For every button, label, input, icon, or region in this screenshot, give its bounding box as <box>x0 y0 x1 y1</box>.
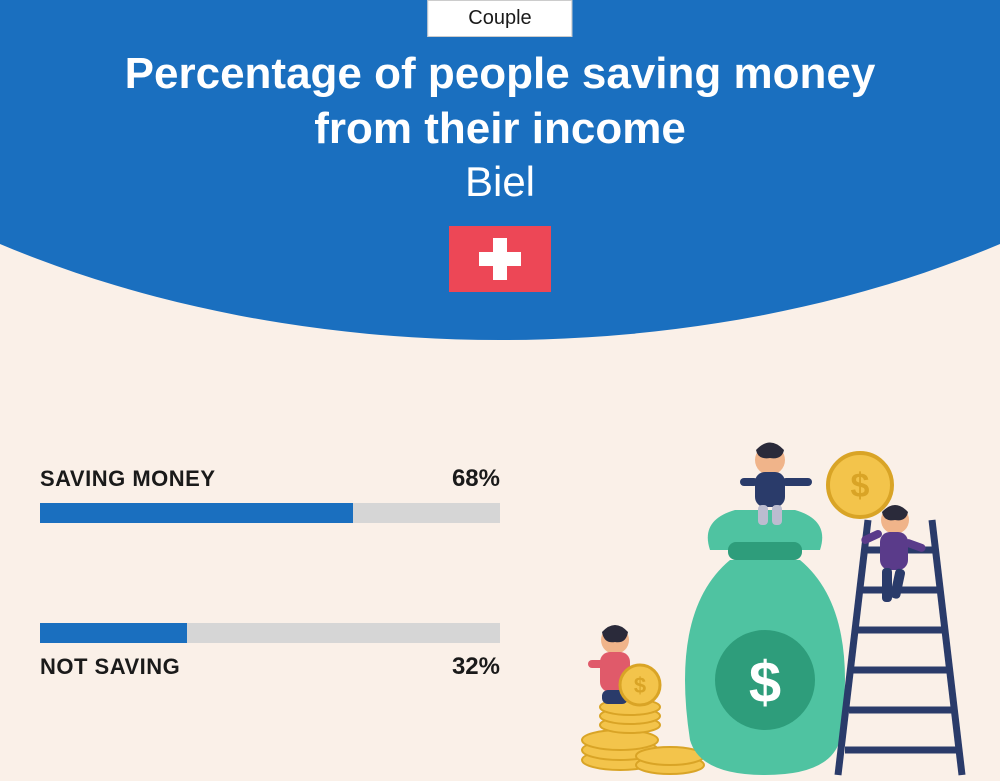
money-bag-icon: $ <box>685 510 845 775</box>
swiss-flag-icon <box>449 226 551 292</box>
bar-not-saving: NOT SAVING 32% <box>40 623 500 681</box>
city-name: Biel <box>0 158 1000 206</box>
svg-text:$: $ <box>634 673 646 698</box>
title-line1: Percentage of people saving money <box>125 49 876 98</box>
page-title: Percentage of people saving money from t… <box>0 46 1000 156</box>
coin-stack-icon <box>582 699 704 774</box>
bar-label: SAVING MONEY <box>40 466 216 492</box>
bar-fill <box>40 503 353 523</box>
bar-chart: SAVING MONEY 68% NOT SAVING 32% <box>40 465 500 781</box>
bar-label: NOT SAVING <box>40 654 180 680</box>
bar-value: 68% <box>452 465 500 493</box>
bar-value: 32% <box>452 653 500 681</box>
big-coin-icon: $ <box>828 453 892 517</box>
bar-fill <box>40 623 187 643</box>
svg-text:$: $ <box>851 467 870 505</box>
category-tab: Couple <box>427 0 572 37</box>
person-seated-icon: $ <box>588 625 660 705</box>
flag-cross-h <box>479 252 521 266</box>
bar-saving: SAVING MONEY 68% <box>40 465 500 523</box>
title-line2: from their income <box>314 104 686 153</box>
svg-text:$: $ <box>749 650 781 715</box>
money-illustration: $ $ <box>560 430 980 776</box>
bar-track <box>40 503 500 523</box>
bar-track <box>40 623 500 643</box>
